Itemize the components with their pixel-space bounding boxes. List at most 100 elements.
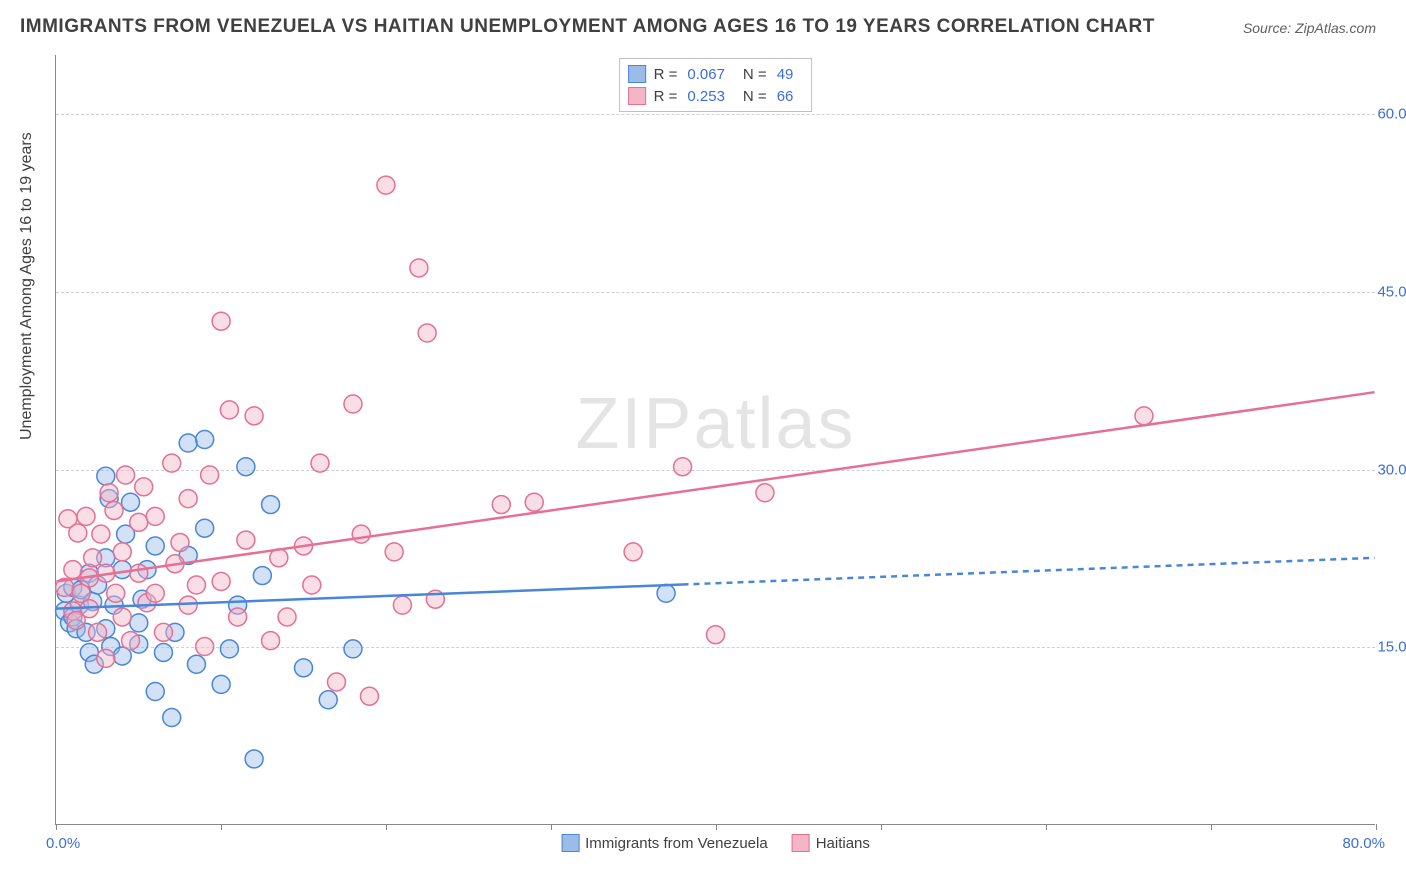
data-point bbox=[187, 655, 205, 673]
plot-area: 15.0%30.0%45.0%60.0% ZIPatlas R =0.067N … bbox=[55, 55, 1375, 825]
y-axis-label: Unemployment Among Ages 16 to 19 years bbox=[18, 132, 36, 440]
data-point bbox=[303, 576, 321, 594]
data-point bbox=[229, 608, 247, 626]
legend-n-label: N = bbox=[743, 66, 767, 83]
data-point bbox=[179, 434, 197, 452]
x-axis-min-label: 0.0% bbox=[46, 835, 80, 852]
data-point bbox=[97, 649, 115, 667]
legend-swatch bbox=[628, 87, 646, 105]
y-tick-label: 45.0% bbox=[1377, 283, 1406, 300]
legend-item: Haitians bbox=[792, 834, 870, 852]
data-point bbox=[113, 608, 131, 626]
data-point bbox=[756, 484, 774, 502]
data-point bbox=[122, 632, 140, 650]
x-tick-mark bbox=[1046, 824, 1047, 830]
data-point bbox=[122, 493, 140, 511]
data-point bbox=[64, 561, 82, 579]
data-point bbox=[92, 525, 110, 543]
source-attribution: Source: ZipAtlas.com bbox=[1243, 20, 1376, 36]
legend-row: R = 0.067 N = 49 bbox=[628, 63, 804, 85]
data-point bbox=[410, 259, 428, 277]
data-point bbox=[262, 632, 280, 650]
data-point bbox=[707, 626, 725, 644]
data-point bbox=[100, 484, 118, 502]
data-point bbox=[624, 543, 642, 561]
data-point bbox=[130, 513, 148, 531]
data-point bbox=[262, 496, 280, 514]
data-point bbox=[245, 750, 263, 768]
series-legend: Immigrants from Venezuela Haitians bbox=[561, 834, 870, 852]
legend-n-value: 49 bbox=[777, 66, 794, 83]
legend-r-label: R = bbox=[654, 88, 678, 105]
data-point bbox=[117, 466, 135, 484]
data-point bbox=[163, 709, 181, 727]
data-point bbox=[196, 431, 214, 449]
y-tick-label: 30.0% bbox=[1377, 461, 1406, 478]
legend-swatch bbox=[561, 834, 579, 852]
x-tick-mark bbox=[386, 824, 387, 830]
correlation-legend: R =0.067N =49R =0.253N =66 bbox=[619, 58, 813, 112]
chart-title: IMMIGRANTS FROM VENEZUELA VS HAITIAN UNE… bbox=[20, 16, 1155, 38]
data-point bbox=[344, 395, 362, 413]
legend-r-value: 0.253 bbox=[687, 88, 725, 105]
legend-item: Immigrants from Venezuela bbox=[561, 834, 768, 852]
data-point bbox=[130, 614, 148, 632]
data-point bbox=[187, 576, 205, 594]
x-axis-max-label: 80.0% bbox=[1342, 835, 1385, 852]
data-point bbox=[220, 640, 238, 658]
data-point bbox=[77, 507, 95, 525]
data-point bbox=[97, 467, 115, 485]
trend-line-extrapolated bbox=[683, 558, 1375, 585]
data-point bbox=[105, 501, 123, 519]
data-point bbox=[154, 623, 172, 641]
data-point bbox=[253, 567, 271, 585]
data-point bbox=[418, 324, 436, 342]
y-tick-label: 60.0% bbox=[1377, 106, 1406, 123]
data-point bbox=[179, 490, 197, 508]
x-tick-mark bbox=[1211, 824, 1212, 830]
data-point bbox=[154, 643, 172, 661]
data-point bbox=[674, 458, 692, 476]
data-point bbox=[385, 543, 403, 561]
data-point bbox=[492, 496, 510, 514]
data-point bbox=[319, 691, 337, 709]
legend-r-value: 0.067 bbox=[687, 66, 725, 83]
legend-swatch bbox=[628, 65, 646, 83]
x-tick-mark bbox=[716, 824, 717, 830]
data-point bbox=[212, 675, 230, 693]
data-point bbox=[146, 507, 164, 525]
data-point bbox=[179, 596, 197, 614]
data-point bbox=[295, 659, 313, 677]
data-point bbox=[69, 524, 87, 542]
data-point bbox=[196, 638, 214, 656]
data-point bbox=[113, 561, 131, 579]
x-tick-mark bbox=[551, 824, 552, 830]
data-point bbox=[311, 454, 329, 472]
data-point bbox=[163, 454, 181, 472]
legend-label: Immigrants from Venezuela bbox=[585, 835, 768, 852]
data-point bbox=[171, 533, 189, 551]
data-point bbox=[220, 401, 238, 419]
data-point bbox=[328, 673, 346, 691]
data-point bbox=[237, 531, 255, 549]
legend-swatch bbox=[792, 834, 810, 852]
x-tick-mark bbox=[881, 824, 882, 830]
data-point bbox=[146, 683, 164, 701]
x-tick-mark bbox=[221, 824, 222, 830]
x-tick-mark bbox=[56, 824, 57, 830]
legend-row: R =0.253N =66 bbox=[628, 85, 804, 107]
data-point bbox=[212, 572, 230, 590]
legend-r-label: R = bbox=[654, 66, 678, 83]
data-point bbox=[344, 640, 362, 658]
data-point bbox=[84, 549, 102, 567]
data-point bbox=[237, 458, 255, 476]
data-point bbox=[196, 519, 214, 537]
data-point bbox=[278, 608, 296, 626]
data-point bbox=[377, 176, 395, 194]
data-point bbox=[107, 584, 125, 602]
data-point bbox=[393, 596, 411, 614]
legend-label: Haitians bbox=[816, 835, 870, 852]
data-point bbox=[1135, 407, 1153, 425]
data-point bbox=[360, 687, 378, 705]
data-point bbox=[130, 564, 148, 582]
